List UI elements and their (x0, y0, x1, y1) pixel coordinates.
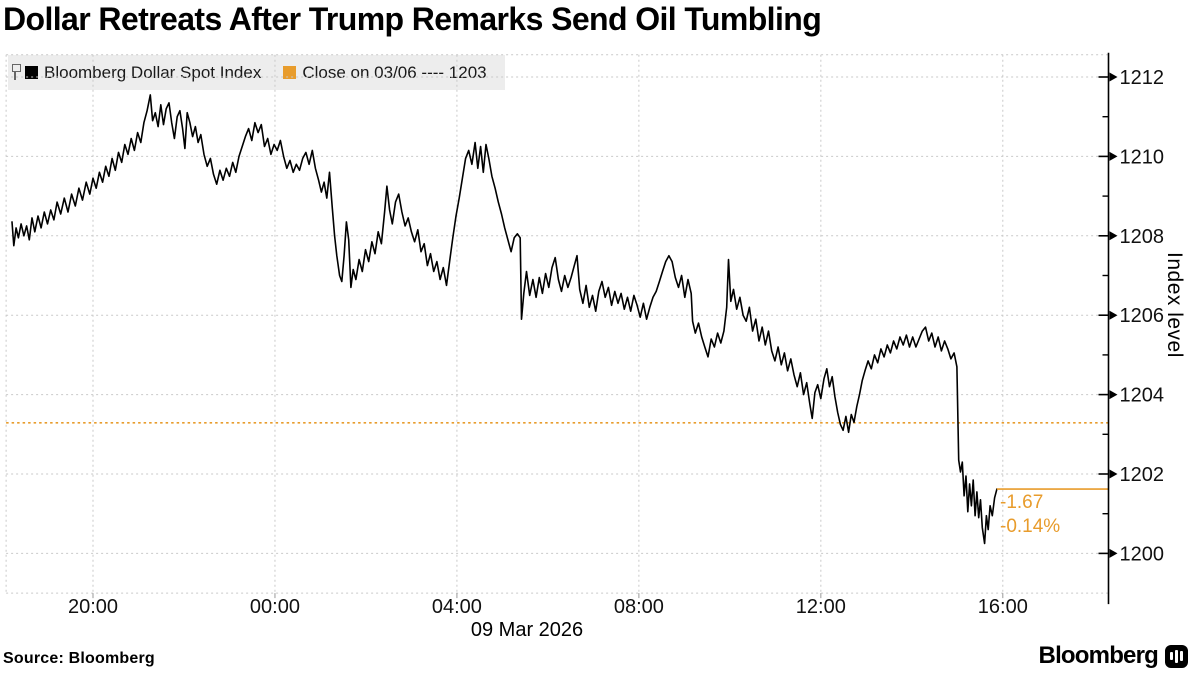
series-swatch (25, 66, 38, 79)
y-tick-arrow (1109, 390, 1118, 400)
y-tick-label: 1206 (1120, 305, 1165, 327)
close-legend-label: Close on 03/06 ---- 1203 (302, 62, 487, 82)
y-tick-label: 1212 (1120, 67, 1165, 89)
y-tick-arrow (1109, 310, 1118, 320)
x-tick-label: 12:00 (796, 596, 846, 618)
change-pct-annotation: -0.14% (1000, 516, 1061, 537)
close-swatch (283, 66, 297, 79)
y-tick-label: 1202 (1120, 464, 1165, 486)
x-axis-date-label: 09 Mar 2026 (470, 619, 584, 641)
source-credit: Source: Bloomberg (3, 650, 155, 667)
y-tick-label: 1204 (1120, 385, 1165, 407)
x-tick-label: 08:00 (614, 596, 664, 618)
x-tick-label: 00:00 (250, 596, 300, 618)
x-tick-label: 20:00 (68, 596, 118, 618)
x-tick-label: 04:00 (432, 596, 482, 618)
bloomberg-wordmark: Bloomberg (1038, 642, 1159, 669)
chart-legend: Bloomberg Dollar Spot Index Close on 03/… (8, 55, 505, 90)
bloomberg-logo: Bloomberg (1039, 642, 1188, 670)
y-tick-label: 1200 (1120, 543, 1165, 565)
y-tick-arrow (1109, 548, 1118, 558)
y-axis-title: Index level (1163, 252, 1186, 358)
change-annotation: -1.67 (1000, 492, 1044, 513)
y-tick-arrow (1109, 231, 1118, 241)
price-line (11, 94, 998, 545)
chart-title: Dollar Retreats After Trump Remarks Send… (3, 1, 822, 37)
annotation-flag-icon (12, 63, 21, 80)
y-tick-arrow (1109, 151, 1118, 161)
y-tick-label: 1210 (1120, 146, 1165, 168)
y-tick-arrow (1109, 469, 1118, 479)
y-tick-arrow (1109, 72, 1118, 82)
bloomberg-bars-icon (1165, 644, 1188, 668)
x-tick-label: 16:00 (978, 596, 1028, 618)
y-tick-label: 1208 (1120, 226, 1165, 248)
